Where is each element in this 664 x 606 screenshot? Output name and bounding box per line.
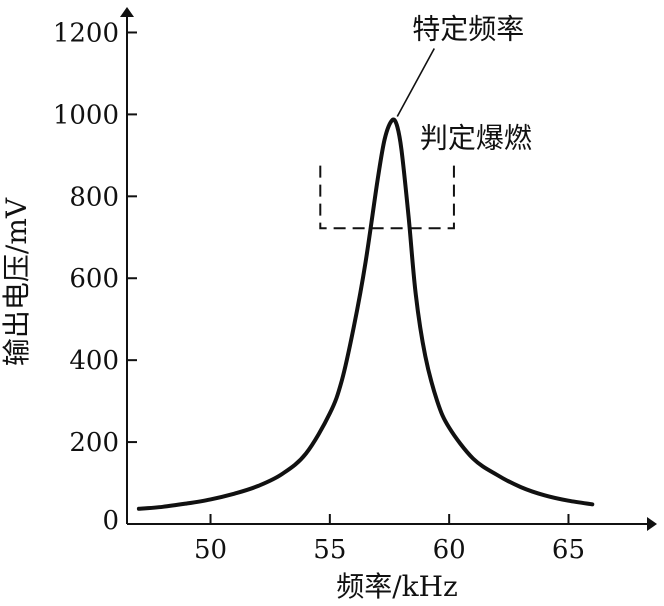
y-ticks: 0 200 400 600 800 1000 1200 bbox=[53, 18, 137, 536]
y-tick-label: 800 bbox=[69, 182, 119, 212]
y-tick-label: 1200 bbox=[53, 18, 119, 48]
y-tick-label: 600 bbox=[69, 264, 119, 294]
peak-leader-line bbox=[396, 48, 435, 117]
y-tick-label: 0 bbox=[102, 506, 119, 536]
x-axis-label: 频率/kHz bbox=[336, 570, 458, 603]
y-tick-label: 200 bbox=[69, 428, 119, 458]
x-ticks: 50 55 60 65 bbox=[194, 514, 585, 565]
output-voltage-curve bbox=[136, 117, 595, 511]
knock-detection-window bbox=[319, 165, 455, 230]
x-tick-label: 65 bbox=[552, 535, 585, 565]
x-tick-label: 55 bbox=[313, 535, 346, 565]
y-axis-label: 输出电压/mV bbox=[0, 197, 33, 366]
x-tick-label: 60 bbox=[433, 535, 466, 565]
annotation-specific-frequency: 特定频率 bbox=[412, 13, 524, 46]
y-tick-label: 1000 bbox=[53, 100, 119, 130]
x-tick-label: 50 bbox=[194, 535, 227, 565]
annotation-knock-judgement: 判定爆燃 bbox=[420, 122, 532, 155]
y-tick-label: 400 bbox=[69, 346, 119, 376]
